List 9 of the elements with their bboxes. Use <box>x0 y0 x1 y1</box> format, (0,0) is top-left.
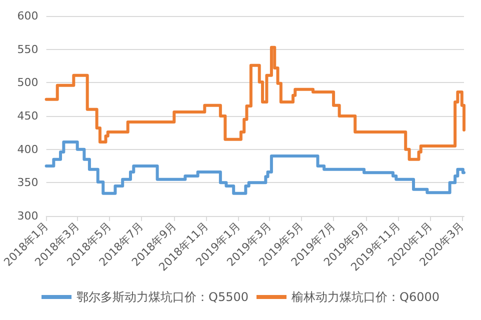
legend-label: 榆林动力煤坑口价：Q6000 <box>292 290 440 304</box>
y-tick-label: 300 <box>17 210 38 222</box>
y-tick-label: 600 <box>17 10 38 22</box>
y-tick-label: 350 <box>17 176 38 190</box>
y-tick-label: 400 <box>17 142 38 156</box>
y-tick-label: 450 <box>17 110 38 122</box>
y-tick-label: 500 <box>17 76 38 90</box>
legend-label: 鄂尔多斯动力煤坑口价：Q5500 <box>76 290 248 304</box>
y-tick-label: 550 <box>17 42 38 56</box>
